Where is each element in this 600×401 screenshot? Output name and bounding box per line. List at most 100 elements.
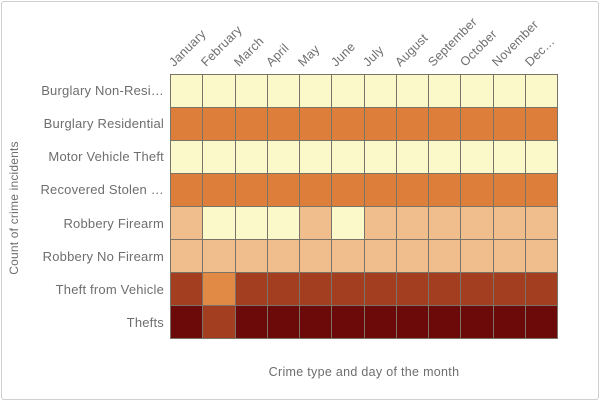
heatmap-cell[interactable] bbox=[525, 240, 557, 272]
heatmap-cell[interactable] bbox=[525, 273, 557, 305]
heatmap-cell[interactable] bbox=[332, 306, 364, 338]
heatmap-cell[interactable] bbox=[171, 174, 203, 206]
heatmap-cell[interactable] bbox=[300, 273, 332, 305]
heatmap-cell[interactable] bbox=[525, 207, 557, 239]
heatmap-cell[interactable] bbox=[493, 75, 525, 107]
heatmap-cell[interactable] bbox=[235, 75, 267, 107]
heatmap-cell[interactable] bbox=[461, 207, 493, 239]
heatmap-cell[interactable] bbox=[364, 273, 396, 305]
heatmap-cell[interactable] bbox=[364, 306, 396, 338]
heatmap-cell[interactable] bbox=[396, 306, 428, 338]
heatmap-cell[interactable] bbox=[461, 141, 493, 173]
heatmap-cell[interactable] bbox=[461, 75, 493, 107]
heatmap-cell[interactable] bbox=[235, 207, 267, 239]
heatmap-cell[interactable] bbox=[300, 108, 332, 140]
heatmap-cell[interactable] bbox=[493, 306, 525, 338]
heatmap-cell[interactable] bbox=[461, 108, 493, 140]
heatmap-cell[interactable] bbox=[396, 75, 428, 107]
heatmap-cell[interactable] bbox=[171, 273, 203, 305]
heatmap-cell[interactable] bbox=[171, 75, 203, 107]
heatmap-cell[interactable] bbox=[364, 108, 396, 140]
heatmap-cell[interactable] bbox=[203, 273, 235, 305]
heatmap-cell[interactable] bbox=[493, 141, 525, 173]
heatmap-cell[interactable] bbox=[396, 141, 428, 173]
heatmap-cell[interactable] bbox=[364, 141, 396, 173]
heatmap-cell[interactable] bbox=[364, 240, 396, 272]
heatmap-cell[interactable] bbox=[171, 240, 203, 272]
heatmap-cell[interactable] bbox=[332, 207, 364, 239]
heatmap-cell[interactable] bbox=[364, 174, 396, 206]
heatmap-cell[interactable] bbox=[235, 240, 267, 272]
heatmap-cell[interactable] bbox=[267, 75, 299, 107]
heatmap-cell[interactable] bbox=[203, 75, 235, 107]
heatmap-cell[interactable] bbox=[332, 75, 364, 107]
heatmap-cell[interactable] bbox=[300, 174, 332, 206]
heatmap-cell[interactable] bbox=[235, 174, 267, 206]
heatmap-cell[interactable] bbox=[203, 306, 235, 338]
heatmap-cell[interactable] bbox=[525, 174, 557, 206]
heatmap-cell[interactable] bbox=[429, 273, 461, 305]
heatmap-cell[interactable] bbox=[493, 240, 525, 272]
heatmap-cell[interactable] bbox=[267, 174, 299, 206]
heatmap-cell[interactable] bbox=[332, 174, 364, 206]
heatmap-cell[interactable] bbox=[396, 108, 428, 140]
heatmap-cell[interactable] bbox=[493, 174, 525, 206]
heatmap-cell[interactable] bbox=[461, 273, 493, 305]
heatmap-cell[interactable] bbox=[267, 141, 299, 173]
heatmap-cell[interactable] bbox=[332, 273, 364, 305]
heatmap-cell[interactable] bbox=[203, 108, 235, 140]
heatmap-cell[interactable] bbox=[429, 174, 461, 206]
heatmap-cell[interactable] bbox=[332, 108, 364, 140]
heatmap-cell[interactable] bbox=[525, 75, 557, 107]
heatmap-cell[interactable] bbox=[203, 174, 235, 206]
heatmap-cell[interactable] bbox=[203, 141, 235, 173]
heatmap-cell[interactable] bbox=[300, 75, 332, 107]
heatmap-cell[interactable] bbox=[235, 108, 267, 140]
heatmap-cell[interactable] bbox=[267, 306, 299, 338]
heatmap-cell[interactable] bbox=[525, 141, 557, 173]
heatmap-cell[interactable] bbox=[493, 108, 525, 140]
heatmap-cell[interactable] bbox=[171, 207, 203, 239]
heatmap-cell[interactable] bbox=[267, 207, 299, 239]
heatmap-cell[interactable] bbox=[267, 240, 299, 272]
heatmap-cell[interactable] bbox=[267, 108, 299, 140]
heatmap-cell[interactable] bbox=[171, 141, 203, 173]
heatmap-cell[interactable] bbox=[203, 207, 235, 239]
heatmap-cell[interactable] bbox=[429, 108, 461, 140]
heatmap-cell[interactable] bbox=[461, 174, 493, 206]
heatmap-cell[interactable] bbox=[493, 207, 525, 239]
heatmap-cell[interactable] bbox=[525, 108, 557, 140]
heatmap-cell[interactable] bbox=[267, 273, 299, 305]
heatmap-cell[interactable] bbox=[300, 240, 332, 272]
row-label: Theft from Vehicle bbox=[55, 281, 164, 297]
heatmap-cell[interactable] bbox=[235, 141, 267, 173]
heatmap-cell[interactable] bbox=[429, 141, 461, 173]
heatmap-cell[interactable] bbox=[429, 207, 461, 239]
heatmap-cell[interactable] bbox=[396, 174, 428, 206]
heatmap-cell[interactable] bbox=[364, 207, 396, 239]
heatmap-cell[interactable] bbox=[332, 141, 364, 173]
heatmap-cell[interactable] bbox=[235, 273, 267, 305]
col-label: May bbox=[295, 42, 323, 70]
heatmap-cell[interactable] bbox=[493, 273, 525, 305]
heatmap-cell[interactable] bbox=[461, 306, 493, 338]
heatmap-cell[interactable] bbox=[171, 108, 203, 140]
heatmap-cell[interactable] bbox=[300, 141, 332, 173]
heatmap-cell[interactable] bbox=[300, 207, 332, 239]
heatmap-cell[interactable] bbox=[461, 240, 493, 272]
heatmap-cell[interactable] bbox=[203, 240, 235, 272]
heatmap-cell[interactable] bbox=[429, 75, 461, 107]
heatmap-cell[interactable] bbox=[235, 306, 267, 338]
heatmap-cell[interactable] bbox=[300, 306, 332, 338]
heatmap-cell[interactable] bbox=[429, 240, 461, 272]
heatmap-cell[interactable] bbox=[364, 75, 396, 107]
row-label: Robbery Firearm bbox=[63, 215, 164, 231]
heatmap-cell[interactable] bbox=[332, 240, 364, 272]
heatmap-cell[interactable] bbox=[396, 207, 428, 239]
row-label: Thefts bbox=[126, 314, 164, 330]
heatmap-cell[interactable] bbox=[396, 240, 428, 272]
heatmap-cell[interactable] bbox=[171, 306, 203, 338]
heatmap-cell[interactable] bbox=[429, 306, 461, 338]
heatmap-cell[interactable] bbox=[396, 273, 428, 305]
heatmap-cell[interactable] bbox=[525, 306, 557, 338]
